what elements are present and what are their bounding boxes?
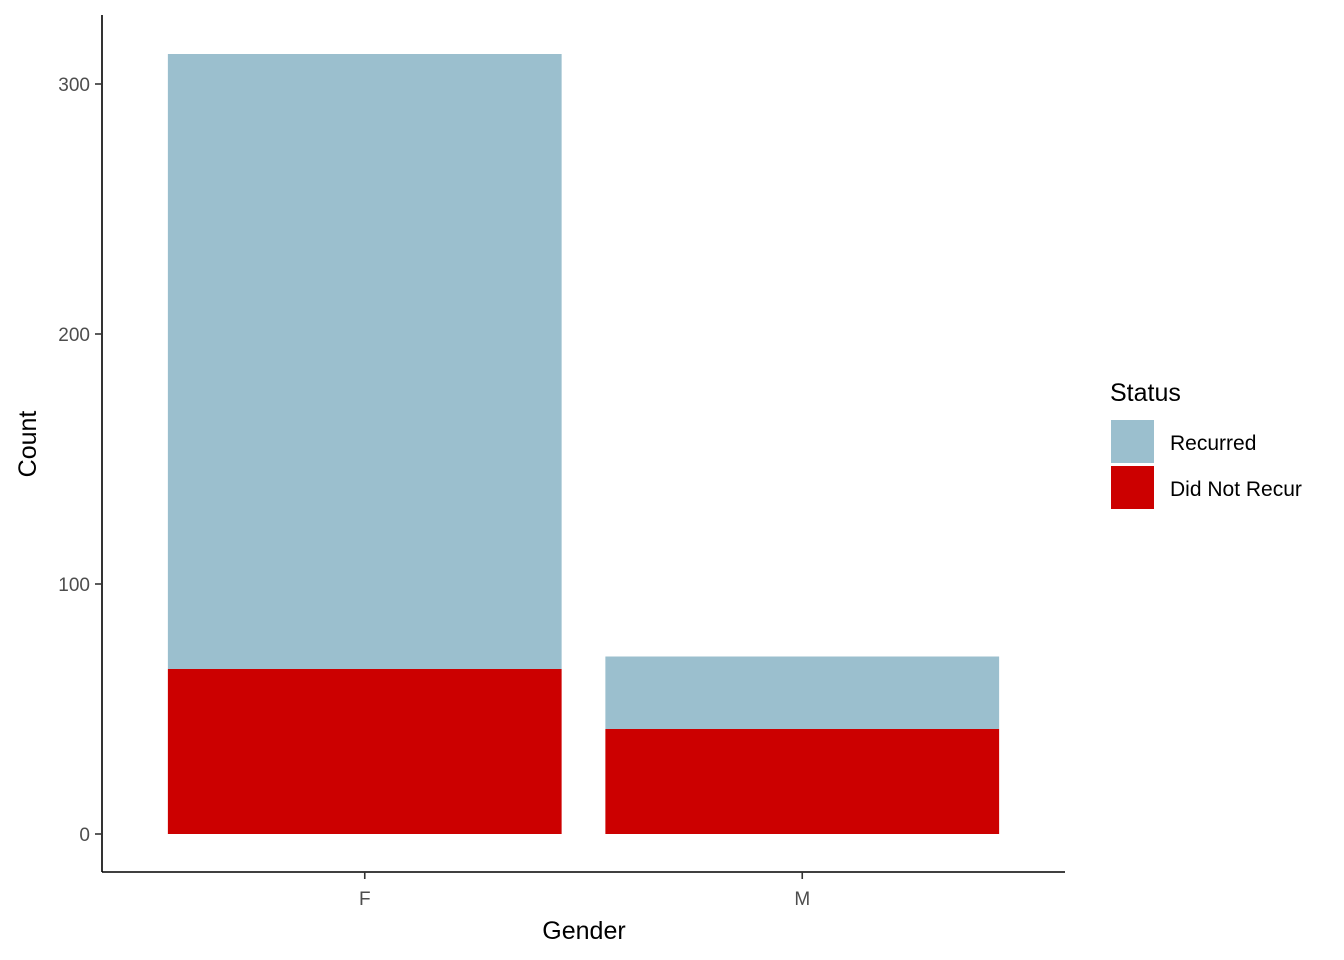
- legend: Status Recurred Did Not Recur: [1110, 379, 1302, 509]
- y-tick-label: 200: [58, 325, 90, 346]
- x-axis-title: Gender: [542, 917, 625, 945]
- bar-m-did-not-recur: [605, 729, 1000, 834]
- bar-m-recurred: [605, 656, 1000, 729]
- legend-label-recurred: Recurred: [1170, 432, 1256, 455]
- legend-label-did-not-recur: Did Not Recur: [1170, 478, 1302, 501]
- legend-key-did-not-recur: [1111, 466, 1154, 509]
- legend-title: Status: [1110, 379, 1181, 407]
- legend-items: Recurred Did Not Recur: [1111, 420, 1302, 509]
- bar-f-did-not-recur: [167, 669, 562, 834]
- y-axis: 0 100 200 300: [58, 15, 103, 872]
- x-tick-label-f: F: [359, 889, 371, 910]
- y-tick-label: 0: [79, 825, 90, 846]
- y-axis-title: Count: [14, 411, 42, 478]
- y-tick-label: 300: [58, 75, 90, 96]
- bar-f-recurred: [167, 54, 562, 669]
- x-tick-label-m: M: [794, 889, 810, 910]
- y-tick-label: 100: [58, 575, 90, 596]
- bars-layer: [167, 54, 1000, 834]
- legend-key-recurred: [1111, 420, 1154, 463]
